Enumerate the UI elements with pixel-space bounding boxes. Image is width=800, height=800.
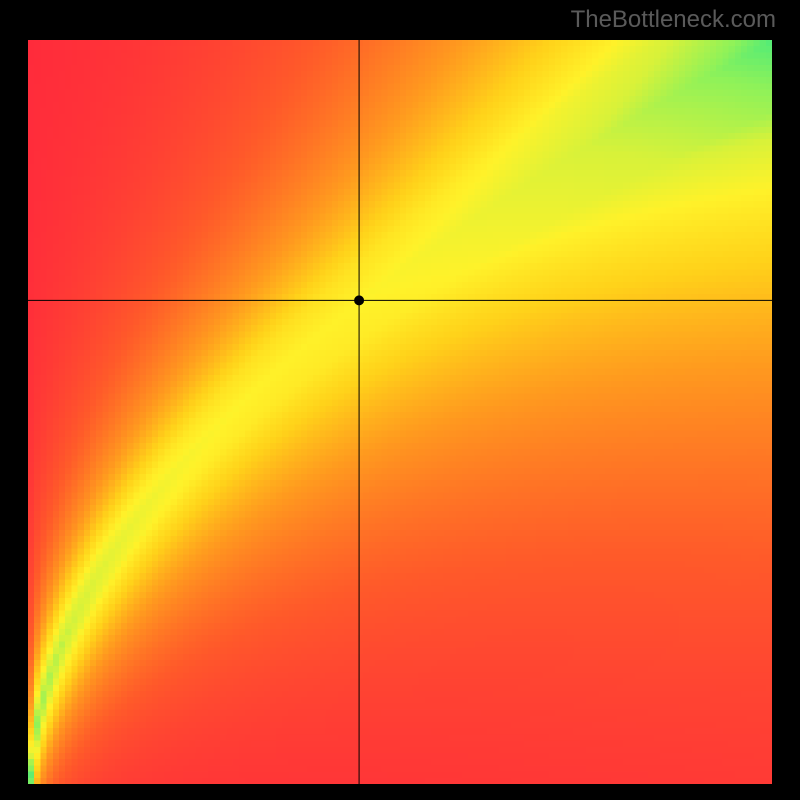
crosshair-dot <box>354 295 364 305</box>
chart-frame: TheBottleneck.com <box>0 0 800 800</box>
watermark-text: TheBottleneck.com <box>571 6 776 34</box>
crosshair-overlay <box>28 40 772 784</box>
